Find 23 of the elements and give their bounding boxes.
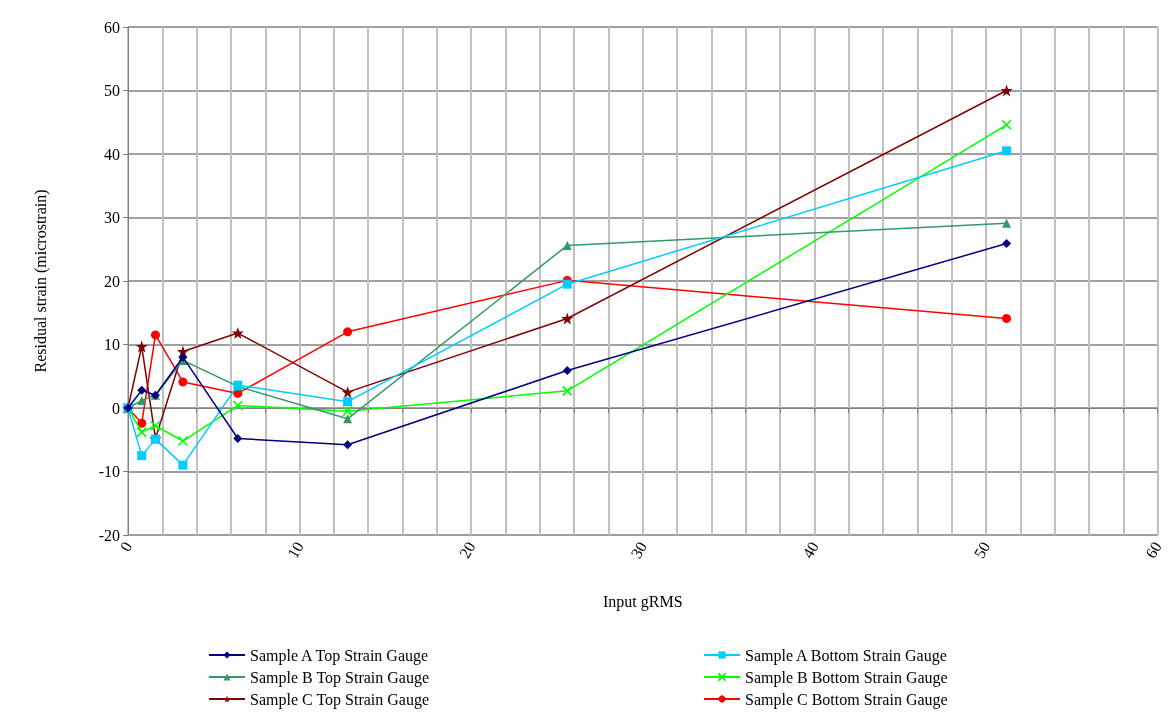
x-tick-label: 40: [799, 538, 822, 562]
y-tick-label: 60: [104, 18, 120, 36]
legend-label: Sample B Top Strain Gauge: [250, 668, 430, 687]
x-tick-label: 10: [284, 538, 307, 562]
legend-label: Sample C Bottom Strain Gauge: [745, 690, 948, 709]
legend-label: Sample B Bottom Strain Gauge: [745, 668, 948, 687]
y-tick-label: -20: [98, 526, 120, 544]
x-tick-label: 20: [455, 538, 479, 562]
x-tick-label: 30: [627, 538, 651, 562]
y-tick-label: 30: [104, 209, 120, 226]
y-tick-label: 40: [104, 145, 120, 163]
legend-label: Sample A Top Strain Gauge: [250, 646, 429, 665]
y-axis-title: Residual strain (microstrain): [31, 189, 50, 373]
legend-label: Sample A Bottom Strain Gauge: [745, 646, 947, 665]
x-tick-label: 60: [1142, 538, 1165, 562]
y-tick-label: 0: [112, 399, 120, 417]
y-tick-label: 20: [104, 272, 120, 290]
y-tick-label: -10: [98, 463, 120, 480]
y-tick-label: 10: [104, 336, 120, 353]
x-axis-title: Input gRMS: [603, 592, 683, 611]
x-tick-label: 50: [970, 538, 994, 562]
y-tick-label: 50: [104, 82, 120, 99]
legend-label: Sample C Top Strain Gauge: [250, 690, 430, 709]
